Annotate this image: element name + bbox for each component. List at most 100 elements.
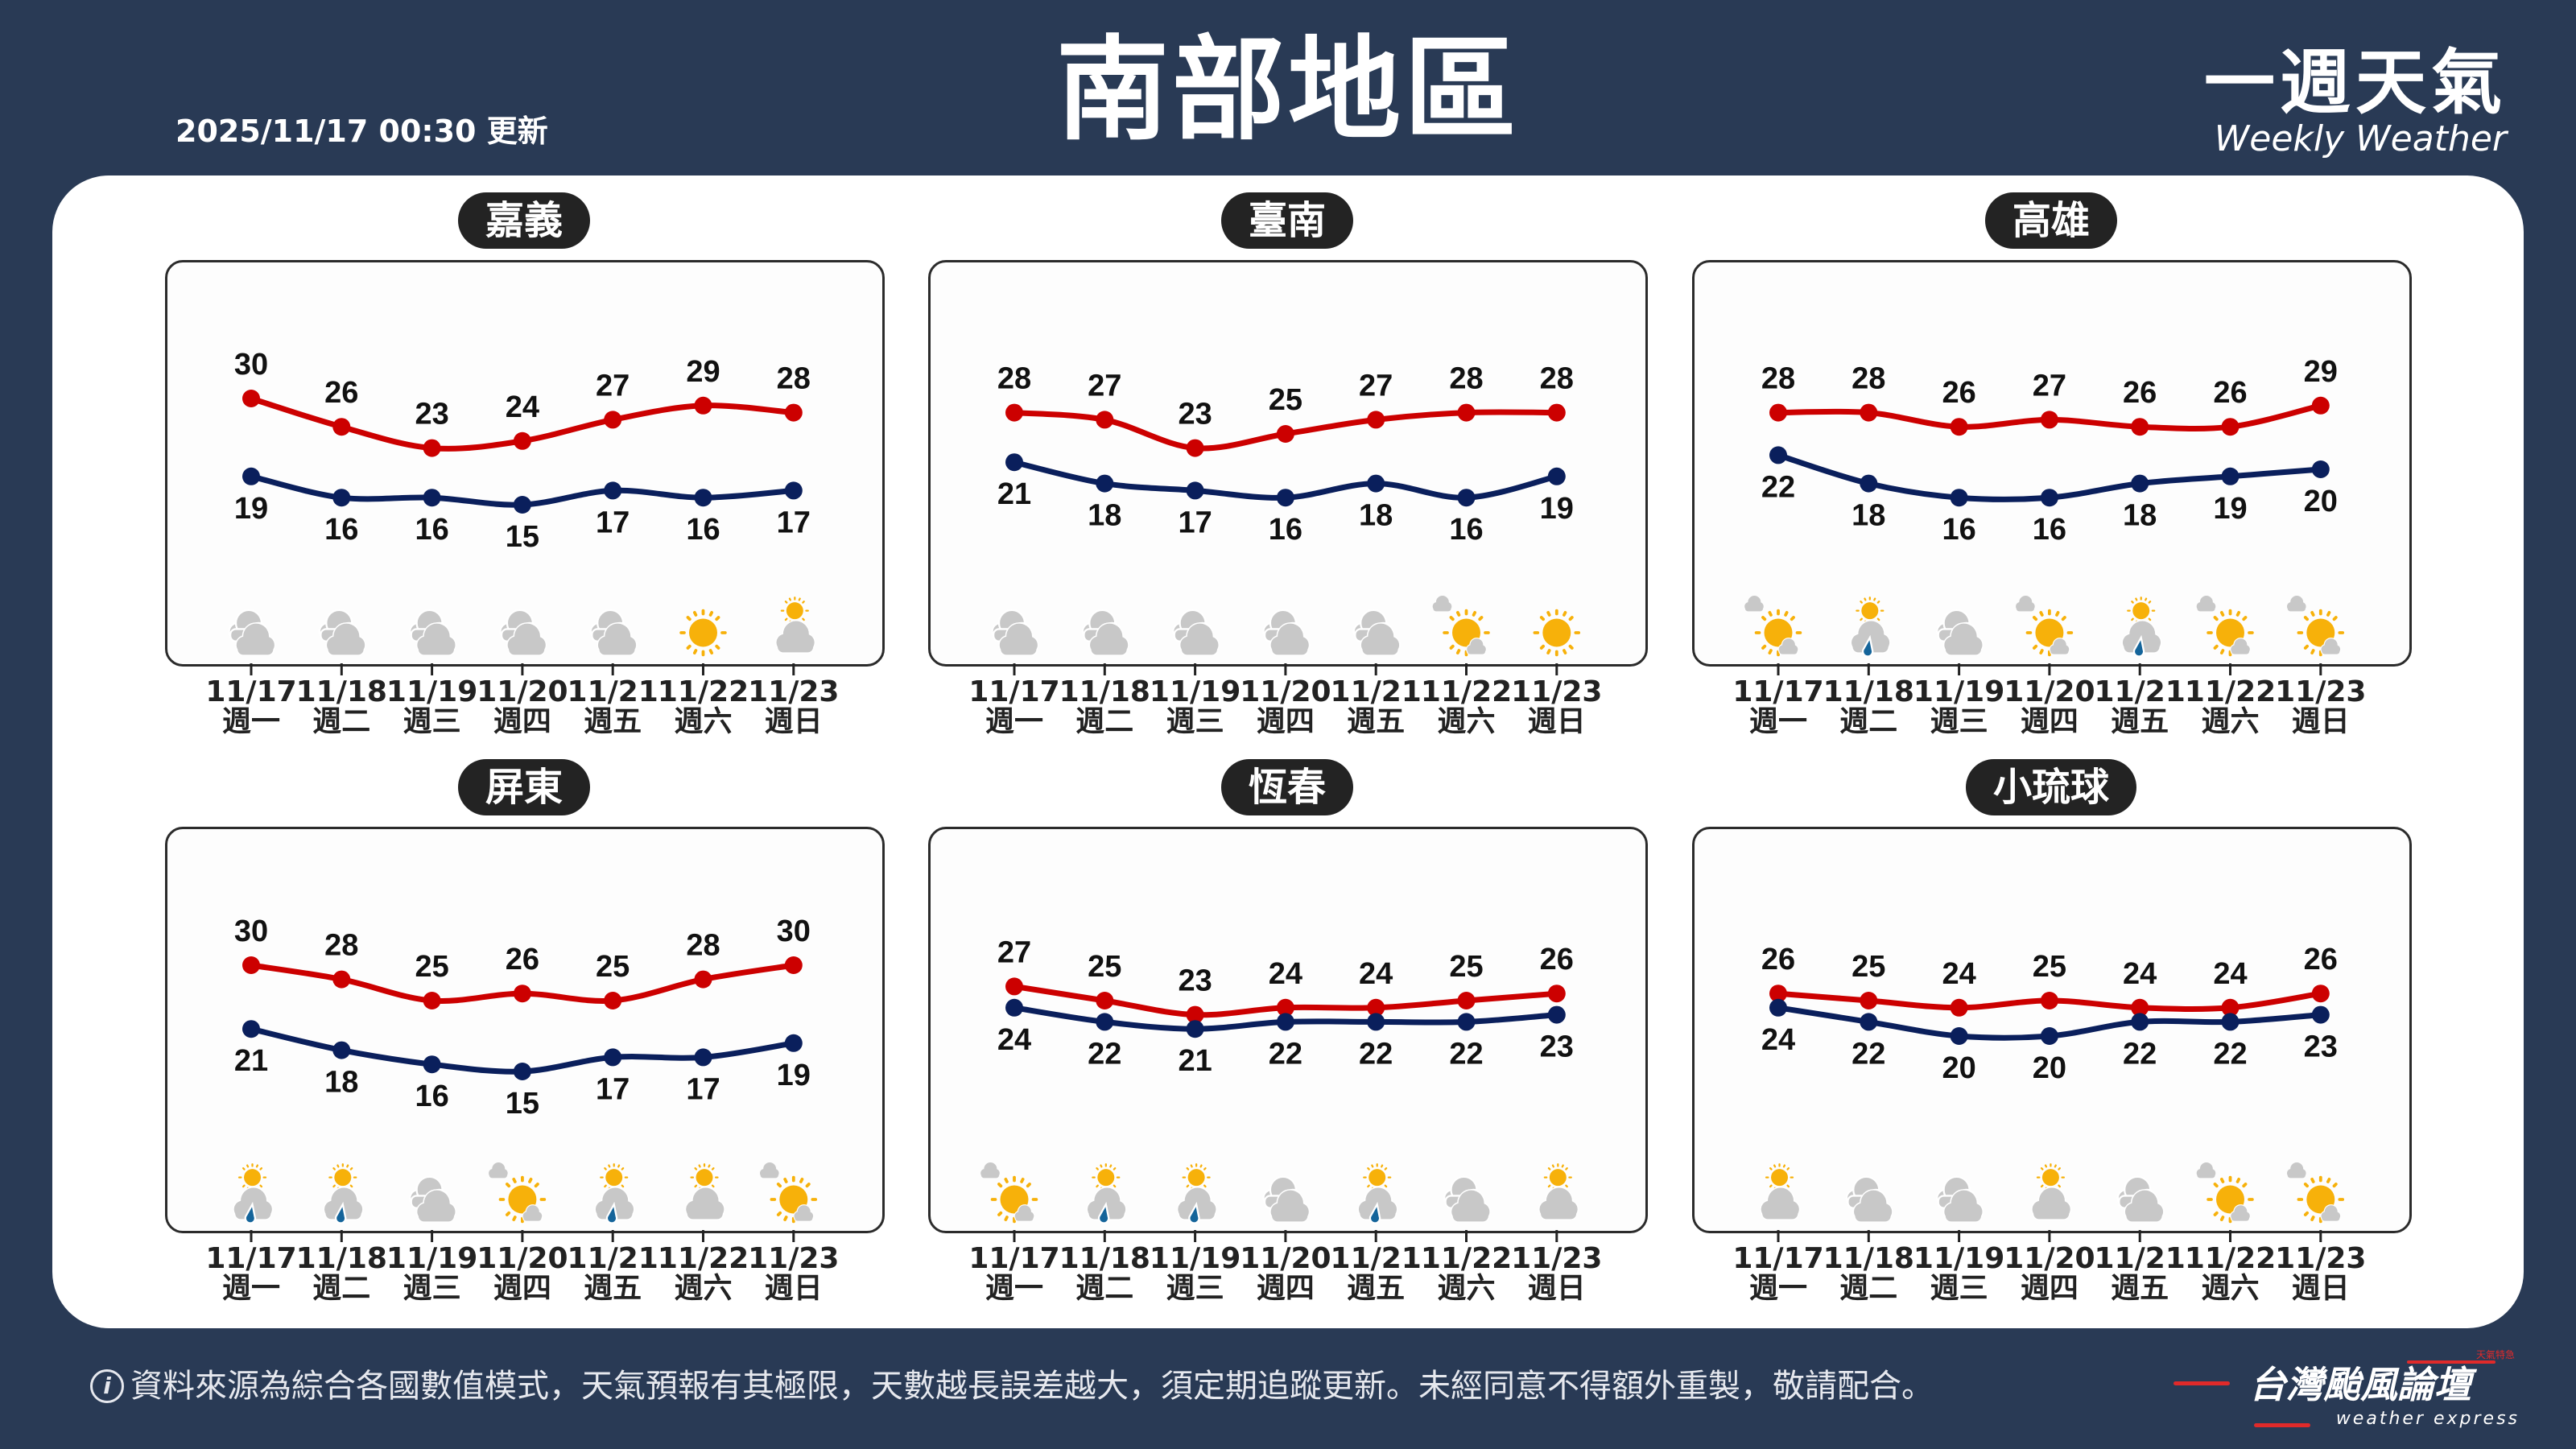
low-temp-label: 21 [1178,1044,1212,1078]
high-temp-label: 24 [1269,957,1302,991]
low-temp-label: 20 [2033,1051,2066,1085]
high-temp-point [332,418,351,436]
low-temp-point [784,1034,803,1052]
date-label: 11/21 [2094,675,2186,708]
date-label: 11/22 [2184,1242,2277,1275]
low-temp-label: 18 [1088,499,1121,533]
low-temp-point [1096,474,1114,493]
high-temp-point [1457,992,1476,1009]
cloudy-icon [229,610,275,654]
region-name: 嘉義 [457,192,591,249]
high-temp-point [332,970,351,989]
date-label: 11/17 [1732,1242,1824,1275]
day-label: 11/22 週六 [2182,1244,2279,1303]
region-panel: 嘉義 30 26 23 24 27 29 28 19 16 16 15 17 16 17 11/17 週一 11/… [165,192,885,737]
high-temp-label: 25 [1269,383,1302,417]
mostly-sunny-icon [980,1162,1036,1221]
day-label: 11/22 週六 [1418,677,1515,737]
brand-stripe [2254,1423,2310,1427]
low-temp-label: 22 [1852,1037,1885,1071]
partly-cloudy-rain-icon [1178,1164,1216,1223]
weekday-label: 週日 [764,705,823,738]
high-temp-point [1367,998,1385,1017]
date-label: 11/22 [657,675,749,708]
day-label: 11/23 週日 [1509,677,1605,737]
weekday-label: 週二 [312,705,371,738]
weekday-label: 週一 [985,1272,1043,1305]
day-label: 11/21 週五 [564,1244,661,1303]
low-temp-label: 22 [2123,1037,2157,1071]
date-label: 11/23 [748,1242,840,1275]
forecast-card: 嘉義 30 26 23 24 27 29 28 19 16 16 15 17 16 17 11/17 週一 11/… [52,175,2524,1328]
weekday-label: 週六 [674,1272,733,1305]
weekday-label: 週四 [1256,1272,1315,1305]
low-temp-point [1547,467,1566,485]
day-label: 11/20 週四 [474,1244,571,1303]
high-temp-point [423,992,441,1009]
high-temp-label: 30 [777,914,811,948]
update-timestamp: 2025/11/17 00:30 更新 [175,114,548,149]
high-temp-label: 24 [506,390,539,424]
cloudy-icon [1847,1177,1892,1221]
cloudy-icon [501,610,546,654]
high-temp-label: 28 [1540,362,1574,396]
high-temp-label: 23 [1178,964,1212,998]
low-temp-point [1547,1005,1566,1024]
low-temp-label: 19 [777,1059,811,1092]
low-temp-point [1950,1027,1968,1045]
high-temp-point [2040,411,2058,429]
low-temp-label: 16 [1269,513,1302,547]
low-temp-label: 16 [415,513,448,547]
low-temp-point [1276,1013,1294,1031]
high-temp-point [1457,403,1476,422]
high-temp-point [2311,985,2330,1003]
day-label: 11/20 週四 [1237,1244,1334,1303]
region-name: 恆春 [1220,759,1354,815]
high-temp-point [1096,411,1114,429]
cloudy-icon [320,610,365,654]
mostly-sunny-icon [2287,596,2343,654]
high-temp-label: 25 [1852,950,1885,984]
low-temp-label: 19 [234,492,268,526]
date-label: 11/23 [1511,1242,1603,1275]
high-temp-point [604,992,622,1009]
high-temp-label: 23 [415,398,448,431]
date-label: 11/22 [1420,675,1513,708]
weekday-label: 週三 [1166,705,1224,738]
mostly-sunny-icon [2197,1162,2252,1221]
mostly-sunny-icon [2287,1162,2343,1221]
low-temp-point [604,1048,622,1067]
high-temp-point [1547,403,1566,422]
high-temp-label: 25 [596,950,630,984]
mostly-sunny-icon [489,1162,544,1221]
date-label: 11/17 [968,675,1060,708]
low-temp-label: 21 [997,477,1031,511]
high-temp-point [1860,992,1878,1009]
day-label: 11/17 週一 [203,677,299,737]
high-temp-label: 30 [234,348,268,382]
region-name: 高雄 [1984,192,2118,249]
partly-cloudy-rain-icon [234,1164,272,1223]
high-temp-point [2131,418,2149,436]
high-temp-point [242,390,260,407]
date-label: 11/18 [1059,675,1150,708]
high-temp-label: 26 [1761,943,1795,976]
day-label: 11/20 週四 [2001,1244,2098,1303]
high-temp-point [513,985,531,1003]
high-temp-point [1005,403,1023,422]
date-label: 11/20 [477,1242,568,1275]
weekday-label: 週一 [985,705,1043,738]
date-label: 11/20 [1240,675,1331,708]
date-label: 11/19 [1913,1242,2005,1275]
low-temp-point [784,481,803,500]
low-temp-label: 18 [1359,499,1393,533]
low-temp-point [1769,446,1787,464]
high-temp-label: 25 [1449,950,1483,984]
date-label: 11/17 [1732,675,1824,708]
low-temp-label: 20 [1942,1051,1975,1085]
day-label: 11/20 週四 [2001,677,2098,737]
cloudy-icon [1937,610,1982,654]
low-temp-label: 22 [1359,1037,1393,1071]
temperature-chart: 26 25 24 25 24 24 26 24 22 20 20 22 22 23 [1692,943,2410,1242]
low-temp-label: 16 [415,1080,448,1113]
